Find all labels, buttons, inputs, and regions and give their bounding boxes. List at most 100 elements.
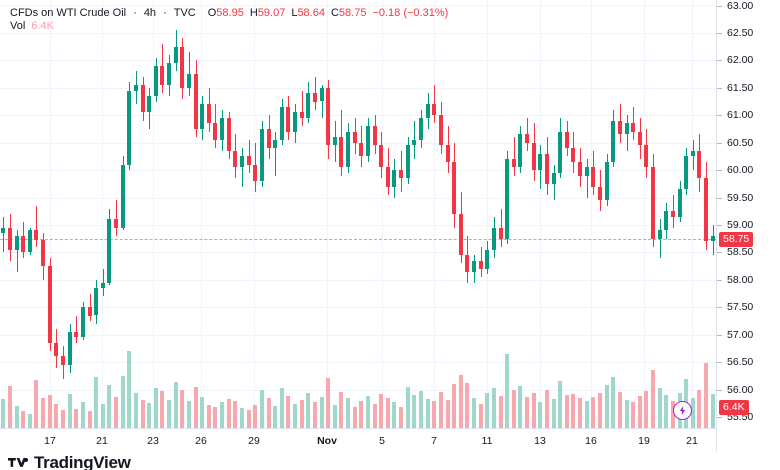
candle-body — [300, 112, 304, 118]
candle-body — [213, 123, 217, 140]
candle-body — [260, 128, 264, 182]
candle-body — [711, 235, 715, 242]
time-axis[interactable]: 17 21 23 26 29 Nov 5 7 11 13 16 19 21 — [0, 428, 780, 452]
gridline-horizontal — [0, 252, 716, 253]
candle-wick — [414, 120, 415, 160]
price-axis-tick-label: 57.00 — [727, 328, 754, 341]
volume-bar — [121, 375, 125, 428]
gridline-vertical — [254, 0, 255, 428]
volume-bar — [160, 391, 164, 428]
volume-bar — [644, 390, 648, 428]
price-axis-tick-label: 60.50 — [727, 136, 754, 149]
time-axis-tick-label: 11 — [481, 435, 493, 447]
candle-body — [326, 87, 330, 146]
tick-dash — [717, 142, 722, 144]
volume-bar — [320, 396, 324, 428]
candle-body — [267, 128, 271, 149]
candle-body — [280, 107, 284, 140]
price-axis[interactable]: 58.75 6.4K 63.00 62.50 62.00 61.50 61.00 60.5… — [716, 0, 780, 428]
volume-bar — [21, 410, 25, 428]
candle-body — [114, 219, 118, 228]
candle-body — [605, 161, 609, 201]
candle-body — [638, 131, 642, 146]
candle-body — [366, 126, 370, 157]
volume-bar — [107, 384, 111, 428]
candle-body — [505, 159, 509, 239]
volume-bar — [353, 407, 357, 428]
volume-bar — [571, 394, 575, 428]
tick-dash — [717, 197, 722, 199]
volume-bar — [664, 395, 668, 428]
volume-bar — [392, 402, 396, 428]
volume-bar — [141, 399, 145, 428]
candle-body — [426, 104, 430, 118]
volume-bar — [505, 354, 509, 428]
volume-bar — [88, 411, 92, 428]
gridline-vertical — [327, 0, 328, 428]
chart-plot-area[interactable] — [0, 0, 716, 428]
candle-body — [21, 235, 25, 253]
time-axis-tick-label: 17 — [44, 435, 56, 447]
tick-dash — [717, 32, 722, 34]
candle-body — [412, 139, 416, 146]
candlestick-series — [1, 30, 715, 379]
candle-body — [227, 117, 231, 151]
volume-bar — [28, 413, 32, 428]
volume-bar — [34, 379, 38, 428]
volume-bar — [114, 396, 118, 428]
candle-body — [240, 156, 244, 168]
gridline-horizontal — [0, 60, 716, 61]
volume-bar — [591, 396, 595, 428]
candle-wick — [673, 194, 674, 228]
volume-bar — [419, 390, 423, 428]
candle-body — [472, 260, 476, 272]
time-axis-tick-label: 21 — [96, 435, 108, 447]
candle-body — [313, 93, 317, 102]
tick-dash — [717, 115, 722, 117]
tick-dash — [717, 334, 722, 336]
candle-body — [353, 131, 357, 143]
lightning-bolt-icon[interactable] — [673, 401, 692, 420]
volume-bar — [61, 410, 65, 428]
gridline-vertical — [201, 0, 202, 428]
gridline-horizontal — [0, 5, 716, 6]
volume-bar — [452, 384, 456, 428]
last-volume-badge: 6.4K — [719, 400, 749, 415]
candle-body — [121, 164, 125, 228]
candle-wick — [302, 90, 303, 127]
candle-body — [200, 104, 204, 129]
candle-body — [273, 139, 277, 149]
volume-bar — [233, 400, 237, 428]
volume-bar — [651, 370, 655, 428]
volume-bar — [81, 401, 85, 428]
volume-bar — [267, 397, 271, 428]
volume-bar — [697, 389, 701, 428]
candle-body — [518, 134, 522, 168]
candle-body — [101, 282, 105, 289]
last-price-badge: 58.75 — [719, 231, 754, 247]
volume-bar — [15, 406, 19, 428]
tradingview-brand[interactable]: TradingView — [8, 455, 131, 470]
volume-bar — [147, 402, 151, 428]
volume-bar — [48, 395, 52, 428]
candle-body — [684, 156, 688, 190]
candle-body — [664, 211, 668, 231]
candle-body — [107, 219, 111, 283]
volume-bar — [101, 404, 105, 428]
candle-body — [306, 93, 310, 118]
candle-body — [28, 230, 32, 253]
volume-bar — [8, 385, 12, 428]
candle-body — [41, 240, 45, 267]
price-axis-tick-label: 61.00 — [727, 109, 754, 122]
price-axis-tick-label: 59.50 — [727, 191, 754, 204]
candle-body — [439, 115, 443, 146]
volume-bar — [605, 384, 609, 428]
candle-body — [74, 331, 78, 338]
gridline-vertical — [692, 0, 693, 428]
volume-bar — [286, 395, 290, 428]
candle-wick — [514, 137, 515, 176]
volume-bar — [194, 386, 198, 428]
price-axis-tick-label: 60.00 — [727, 164, 754, 177]
volume-bar — [260, 390, 264, 428]
